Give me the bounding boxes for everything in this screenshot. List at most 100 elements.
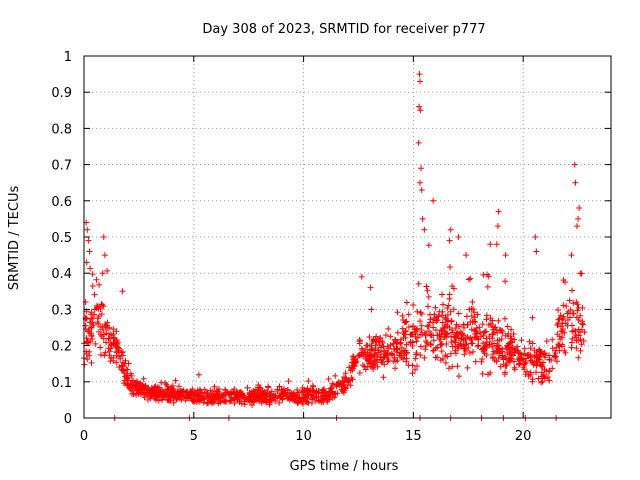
data-point xyxy=(536,356,543,363)
data-point xyxy=(447,264,454,271)
data-point xyxy=(378,348,385,355)
data-point xyxy=(423,283,430,290)
data-point xyxy=(98,311,105,318)
data-point xyxy=(87,265,94,272)
data-point xyxy=(455,310,462,317)
data-point xyxy=(379,358,386,365)
data-point xyxy=(268,396,275,403)
data-point xyxy=(240,392,247,399)
data-point xyxy=(352,356,359,363)
data-point xyxy=(276,383,283,390)
data-point xyxy=(529,340,536,347)
data-point xyxy=(499,346,506,353)
data-point xyxy=(437,336,444,343)
data-point xyxy=(500,356,507,363)
data-point xyxy=(278,386,285,393)
data-point xyxy=(460,321,467,328)
data-point xyxy=(182,392,189,399)
y-tick-label: 0.4 xyxy=(51,267,72,282)
data-point xyxy=(489,335,496,342)
data-point xyxy=(209,398,216,405)
data-point xyxy=(468,326,475,333)
data-point xyxy=(424,287,431,294)
data-point xyxy=(358,273,365,280)
data-point xyxy=(119,352,126,359)
data-point xyxy=(445,302,452,309)
data-point xyxy=(416,78,423,85)
data-point xyxy=(442,330,449,337)
data-point xyxy=(272,397,279,404)
data-point xyxy=(84,226,91,233)
data-point xyxy=(458,335,465,342)
data-point xyxy=(265,383,272,390)
data-point xyxy=(431,311,438,318)
data-point xyxy=(303,398,310,405)
data-point xyxy=(369,338,376,345)
data-point xyxy=(197,387,204,394)
data-point xyxy=(477,328,484,335)
x-axis-ticks: 0 5 10 15 20 xyxy=(80,56,531,444)
data-point xyxy=(447,226,454,233)
data-point xyxy=(337,380,344,387)
data-point xyxy=(166,393,173,400)
data-point xyxy=(223,398,230,405)
x-tick-label: 0 xyxy=(80,429,88,444)
data-point xyxy=(533,248,540,255)
data-point xyxy=(282,390,289,397)
data-point xyxy=(276,399,283,406)
data-point xyxy=(573,337,580,344)
data-point xyxy=(140,375,147,382)
data-point xyxy=(93,302,100,309)
data-point xyxy=(461,345,468,352)
data-point xyxy=(377,335,384,342)
data-point xyxy=(448,333,455,340)
data-point xyxy=(157,391,164,398)
data-point xyxy=(557,312,564,319)
data-point xyxy=(358,345,365,352)
data-point xyxy=(580,337,587,344)
data-point xyxy=(417,352,424,359)
data-point xyxy=(487,241,494,248)
data-point xyxy=(100,234,107,240)
data-point xyxy=(568,344,575,351)
data-point xyxy=(485,273,492,280)
data-point xyxy=(529,314,536,321)
data-point xyxy=(257,385,264,392)
data-point xyxy=(503,355,510,362)
data-point xyxy=(417,107,424,114)
data-point xyxy=(527,345,534,352)
data-point xyxy=(459,330,466,337)
data-point xyxy=(572,179,579,186)
data-point xyxy=(294,399,301,406)
data-point xyxy=(559,328,566,335)
data-point xyxy=(387,341,394,348)
data-point xyxy=(117,355,124,362)
data-point xyxy=(425,242,432,249)
data-point xyxy=(385,325,392,332)
data-point xyxy=(338,386,345,393)
data-point xyxy=(101,252,108,259)
data-point xyxy=(392,336,399,343)
data-point xyxy=(106,324,113,331)
data-point xyxy=(88,330,95,337)
data-point xyxy=(422,346,429,353)
data-point xyxy=(142,383,149,390)
data-points xyxy=(81,71,588,421)
data-point xyxy=(163,389,170,396)
data-point xyxy=(176,383,183,390)
data-point xyxy=(450,306,457,313)
data-point xyxy=(373,359,380,366)
data-point xyxy=(511,366,518,373)
data-point xyxy=(108,341,115,348)
data-point xyxy=(418,311,425,318)
data-point xyxy=(413,338,420,345)
data-point xyxy=(570,310,577,317)
data-point xyxy=(506,351,513,358)
data-point xyxy=(415,280,422,287)
data-point xyxy=(405,362,412,369)
data-point xyxy=(448,339,455,346)
data-point xyxy=(574,307,581,314)
data-point xyxy=(449,363,456,370)
data-point xyxy=(380,354,387,361)
data-point xyxy=(474,311,481,318)
